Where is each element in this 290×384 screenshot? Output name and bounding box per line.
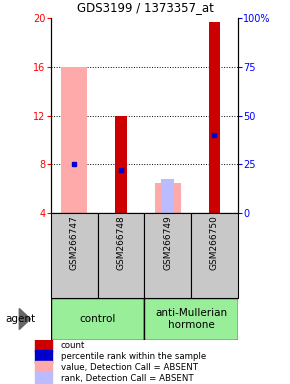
Text: value, Detection Call = ABSENT: value, Detection Call = ABSENT	[61, 363, 198, 372]
Text: anti-Mullerian
hormone: anti-Mullerian hormone	[155, 308, 227, 330]
Bar	[61, 67, 87, 213]
Bar	[35, 372, 52, 384]
Text: GSM266748: GSM266748	[116, 215, 125, 270]
Text: control: control	[79, 314, 116, 324]
Bar	[51, 213, 97, 298]
Bar	[209, 22, 220, 213]
Bar	[35, 350, 52, 362]
Bar	[144, 298, 238, 340]
Text: GSM266749: GSM266749	[163, 215, 172, 270]
Text: rank, Detection Call = ABSENT: rank, Detection Call = ABSENT	[61, 374, 193, 383]
Bar	[161, 179, 174, 213]
Text: percentile rank within the sample: percentile rank within the sample	[61, 352, 206, 361]
Bar	[35, 339, 52, 352]
Bar	[191, 213, 238, 298]
Bar	[97, 213, 144, 298]
Bar	[155, 182, 180, 213]
Text: agent: agent	[6, 314, 36, 324]
Bar	[35, 361, 52, 374]
Bar	[51, 298, 144, 340]
Text: GDS3199 / 1373357_at: GDS3199 / 1373357_at	[77, 1, 213, 14]
Text: count: count	[61, 341, 85, 350]
Text: GSM266750: GSM266750	[210, 215, 219, 270]
Polygon shape	[19, 308, 30, 329]
Text: GSM266747: GSM266747	[70, 215, 79, 270]
Bar	[115, 116, 127, 213]
Bar	[144, 213, 191, 298]
